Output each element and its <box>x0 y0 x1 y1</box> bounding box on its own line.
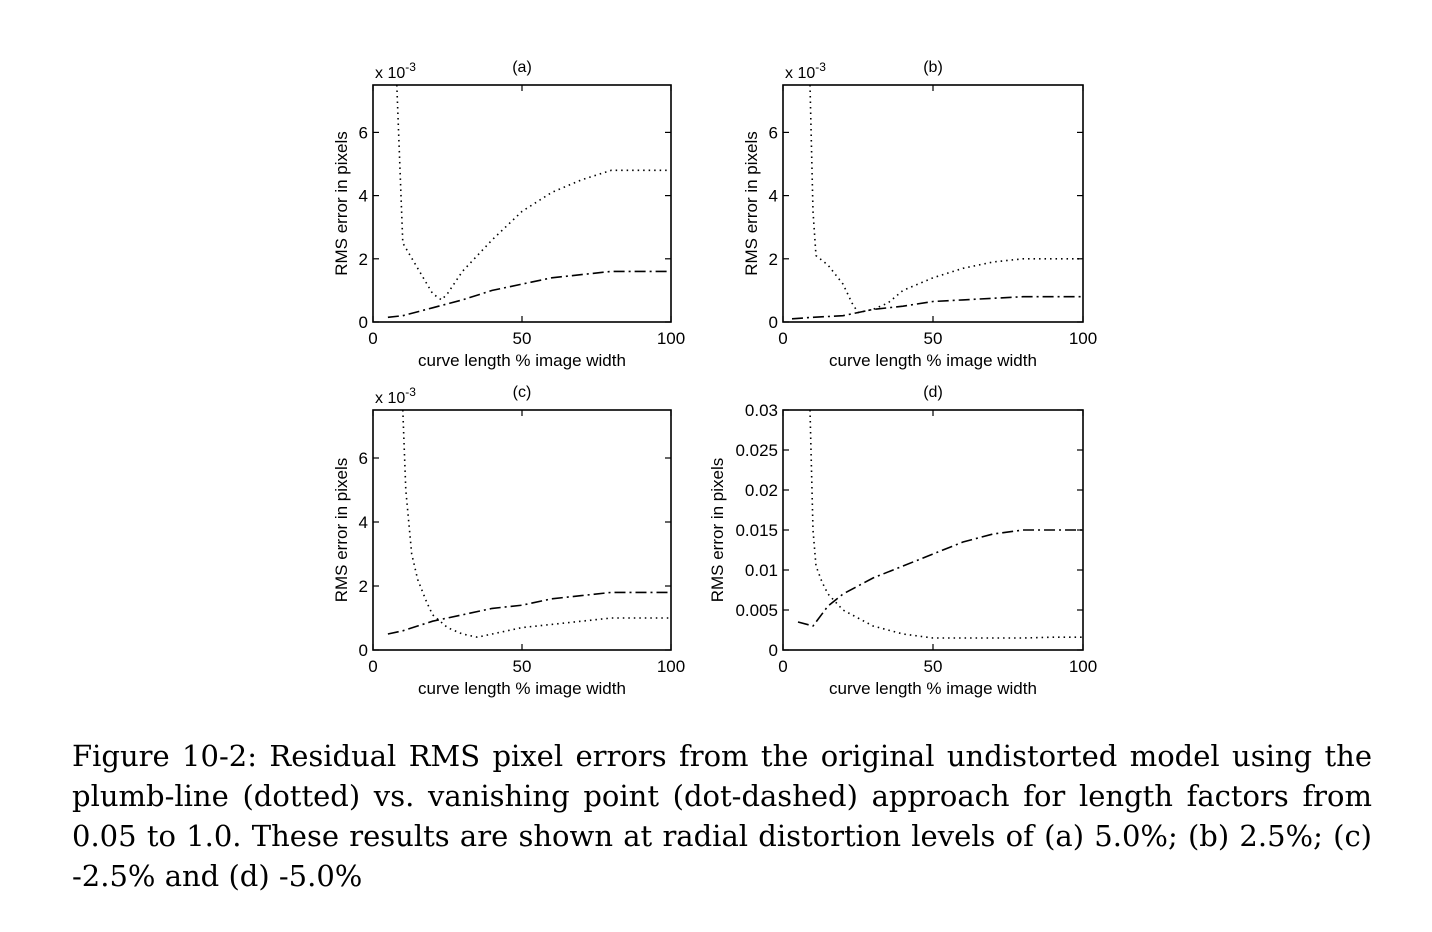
y-tick-label: 0.03 <box>745 401 778 420</box>
series-line-dashdot <box>387 591 671 635</box>
x-tick-label: 0 <box>368 329 377 348</box>
y-axis-label: RMS error in pixels <box>332 458 351 603</box>
x-tick-label: 50 <box>513 657 532 676</box>
y-tick-label: 6 <box>359 123 368 142</box>
panel-d: 0 50 100 0 0.005 0.01 0.015 0.02 0.025 0.03 (d) cur… <box>708 384 1097 698</box>
x-tick-label: 100 <box>657 657 685 676</box>
y-axis-label: RMS error in pixels <box>332 131 351 276</box>
panel-title: (d) <box>923 384 943 401</box>
y-tick-label: 0.005 <box>735 601 778 620</box>
x-tick-label: 50 <box>513 329 532 348</box>
y-tick-label: 6 <box>359 449 368 468</box>
y-tick-label: 0 <box>769 641 778 660</box>
y-tick-label: 4 <box>769 187 778 206</box>
y-axis-label: RMS error in pixels <box>708 458 727 603</box>
panel-b: 0 50 100 0 2 4 6 x 10-3 (b) curve length % image … <box>742 59 1097 370</box>
panel-b-axes-box <box>782 84 1084 323</box>
x-axis-label: curve length % image width <box>829 679 1037 698</box>
x-axis-label: curve length % image width <box>829 351 1037 370</box>
panel-a: 0 50 100 0 2 4 6 x 10-3 (a) curve length % image … <box>332 59 685 370</box>
y-tick-label: 2 <box>769 250 778 269</box>
panel-title: (b) <box>923 59 943 76</box>
axis-exponent-label: x 10-3 <box>375 385 416 407</box>
x-tick-label: 100 <box>657 329 685 348</box>
y-tick-label: 0 <box>359 641 368 660</box>
y-tick-label: 4 <box>359 513 368 532</box>
y-tick-label: 2 <box>359 250 368 269</box>
y-axis-label: RMS error in pixels <box>742 131 761 276</box>
series-line-dotted <box>809 85 1083 314</box>
series-line-dotted <box>809 410 1083 639</box>
x-tick-label: 50 <box>924 657 943 676</box>
x-tick-label: 100 <box>1069 657 1097 676</box>
figure-caption: Figure 10-2: Residual RMS pixel errors f… <box>72 739 1372 893</box>
series-line-dashdot <box>797 529 1083 627</box>
x-tick-label: 0 <box>368 657 377 676</box>
series-line-dotted <box>396 85 671 301</box>
y-tick-label: 0.025 <box>735 441 778 460</box>
x-tick-label: 50 <box>924 329 943 348</box>
x-tick-label: 0 <box>778 657 787 676</box>
y-tick-label: 0 <box>769 313 778 332</box>
figure-panels: 0 50 100 0 2 4 6 x 10-3 (a) curve length % image … <box>332 59 1097 698</box>
panel-c-axes-box <box>372 409 672 651</box>
y-tick-label: 0.02 <box>745 481 778 500</box>
x-tick-label: 100 <box>1069 329 1097 348</box>
y-tick-label: 0.015 <box>735 521 778 540</box>
panel-a-axes-box <box>372 84 672 323</box>
x-tick-label: 0 <box>778 329 787 348</box>
series-line-dashdot <box>387 270 671 319</box>
series-line-dashdot <box>791 295 1083 320</box>
y-tick-label: 2 <box>359 577 368 596</box>
y-tick-label: 0.01 <box>745 561 778 580</box>
panel-title: (c) <box>513 384 532 401</box>
axis-exponent-label: x 10-3 <box>785 60 826 82</box>
y-tick-label: 4 <box>359 187 368 206</box>
series-line-dotted <box>402 410 671 639</box>
y-tick-label: 0 <box>359 313 368 332</box>
x-axis-label: curve length % image width <box>418 351 626 370</box>
panel-title: (a) <box>512 59 532 76</box>
panel-c: 0 50 100 0 2 4 6 x 10-3 (c) curve length % image … <box>332 384 685 698</box>
axis-exponent-label: x 10-3 <box>375 60 416 82</box>
y-tick-label: 6 <box>769 123 778 142</box>
panel-d-axes-box <box>782 409 1084 651</box>
x-axis-label: curve length % image width <box>418 679 626 698</box>
